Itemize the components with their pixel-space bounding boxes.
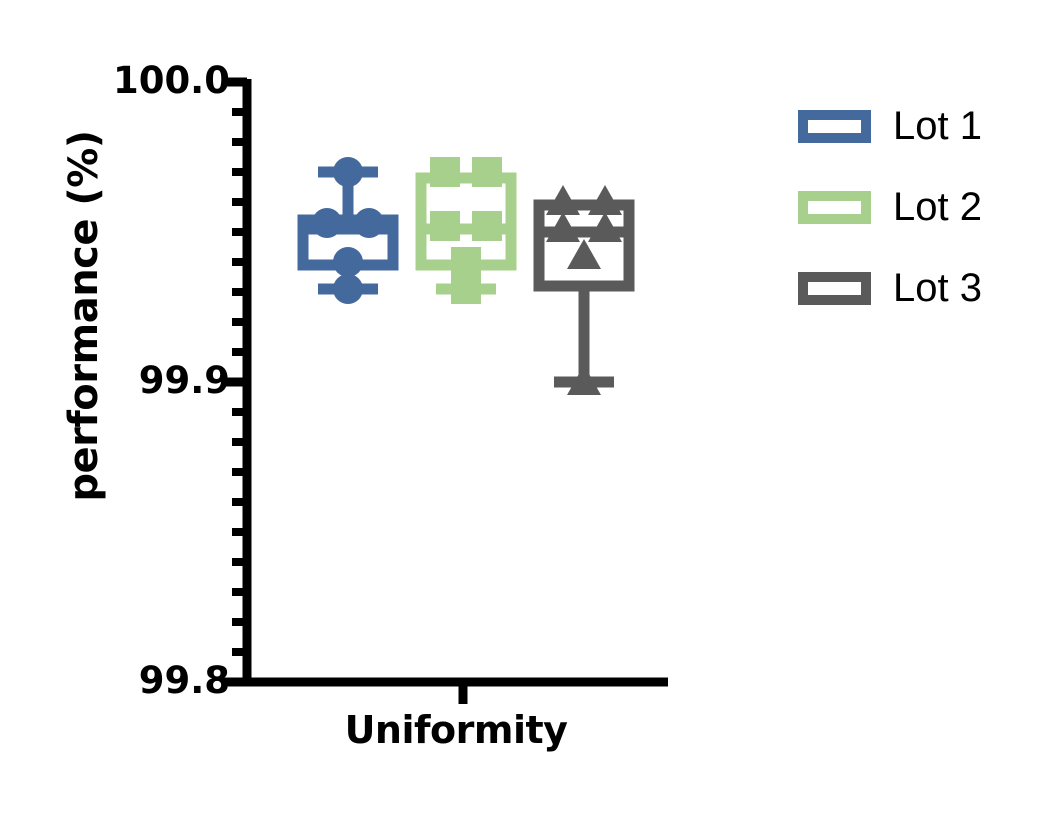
y-tick-label-1: 99.9 bbox=[138, 359, 230, 402]
chart-legend: Lot 1 Lot 2 Lot 3 bbox=[798, 100, 982, 314]
data-point bbox=[546, 185, 580, 215]
legend-label-lot-3: Lot 3 bbox=[893, 266, 982, 310]
series-layer bbox=[297, 157, 635, 395]
data-point bbox=[567, 239, 601, 269]
data-point bbox=[451, 247, 481, 277]
legend-swatch-lot-2 bbox=[798, 190, 871, 224]
y-axis-title: performance (%) bbox=[61, 130, 107, 502]
data-point bbox=[588, 185, 622, 215]
data-point bbox=[430, 157, 460, 187]
boxplot-lot-3 bbox=[533, 185, 635, 395]
y-tick-label-2: 99.8 bbox=[138, 659, 230, 702]
y-tick-label-0: 100.0 bbox=[112, 59, 230, 102]
legend-item-lot-3[interactable]: Lot 3 bbox=[798, 262, 982, 314]
data-point bbox=[567, 365, 601, 395]
x-axis-title: Uniformity bbox=[344, 708, 568, 752]
data-point bbox=[546, 212, 580, 242]
data-point bbox=[472, 211, 502, 241]
legend-swatch-lot-1 bbox=[798, 109, 871, 143]
y-major-ticks bbox=[222, 77, 247, 687]
legend-label-lot-1: Lot 1 bbox=[893, 104, 982, 148]
data-point bbox=[333, 247, 363, 277]
boxplot-lot-2 bbox=[415, 157, 517, 304]
data-point bbox=[472, 157, 502, 187]
data-point bbox=[312, 208, 342, 238]
data-point bbox=[354, 208, 384, 238]
y-minor-ticks bbox=[232, 108, 247, 656]
legend-swatch-lot-3 bbox=[798, 271, 871, 305]
legend-label-lot-2: Lot 2 bbox=[893, 185, 982, 229]
data-point bbox=[430, 211, 460, 241]
legend-item-lot-1[interactable]: Lot 1 bbox=[798, 100, 982, 152]
data-point bbox=[333, 274, 363, 304]
data-point bbox=[588, 212, 622, 242]
y-tick-labels: 100.0 99.9 99.8 bbox=[110, 0, 230, 823]
data-point bbox=[333, 157, 363, 187]
boxplot-lot-1 bbox=[297, 157, 399, 304]
data-point bbox=[451, 274, 481, 304]
legend-item-lot-2[interactable]: Lot 2 bbox=[798, 181, 982, 233]
